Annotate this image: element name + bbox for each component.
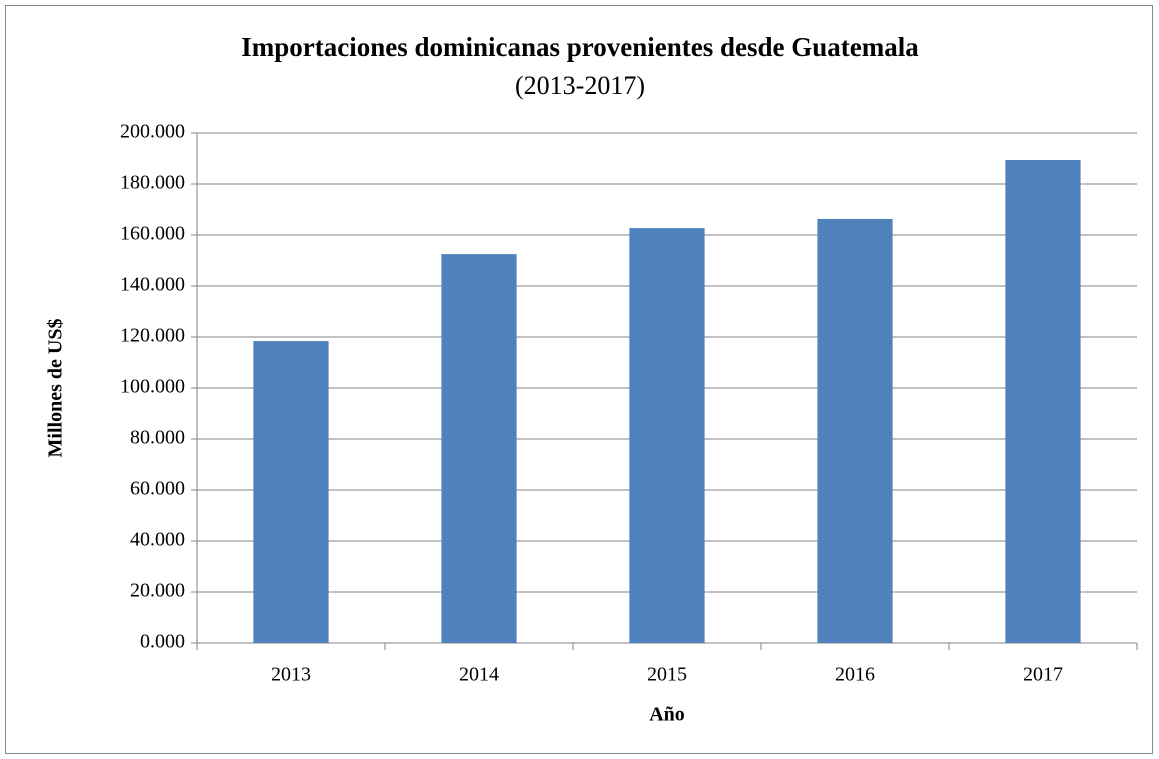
x-tick-label: 2015 <box>647 664 687 686</box>
x-tick-label: 2014 <box>459 664 499 686</box>
x-tick-label: 2017 <box>1023 664 1063 686</box>
y-axis-title: Millones de US$ <box>45 319 67 458</box>
y-tick-label: 40.000 <box>130 529 185 551</box>
x-tick-label: 2016 <box>835 664 875 686</box>
y-tick-label: 140.000 <box>120 274 185 296</box>
chart-title: Importaciones dominicanas provenientes d… <box>241 32 919 62</box>
x-axis-title: Año <box>649 704 685 726</box>
y-tick-label: 100.000 <box>120 376 185 398</box>
bar <box>441 254 517 643</box>
y-tick-label: 80.000 <box>130 427 185 449</box>
bar <box>1005 160 1081 643</box>
y-tick-label: 180.000 <box>120 172 185 194</box>
bar <box>629 228 705 644</box>
bar <box>253 341 329 643</box>
y-tick-label: 60.000 <box>130 478 185 500</box>
y-tick-label: 160.000 <box>120 223 185 245</box>
y-tick-label: 20.000 <box>130 580 185 602</box>
y-tick-label: 200.000 <box>120 121 185 143</box>
y-tick-label: 0.000 <box>140 631 185 653</box>
bar <box>817 218 893 643</box>
chart-subtitle: (2013-2017) <box>515 71 645 100</box>
y-tick-label: 120.000 <box>120 325 185 347</box>
x-tick-label: 2013 <box>271 664 311 686</box>
